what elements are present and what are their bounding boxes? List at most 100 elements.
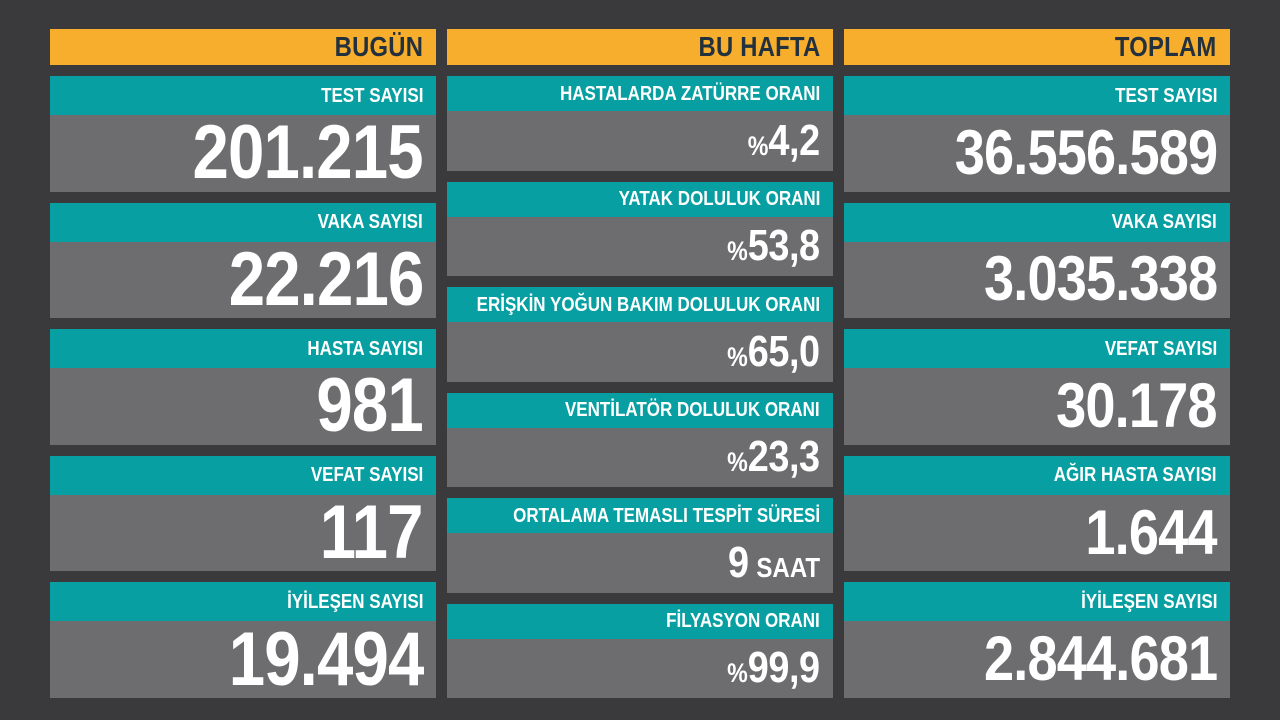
stat-value: 3.035.338 (983, 244, 1218, 315)
card-today-hasta-sayisi: HASTA SAYISI 981 (50, 329, 436, 445)
stat-value-panel: % 99,9 (447, 638, 833, 698)
stat-value: 201.215 (192, 110, 424, 196)
stat-value: % 99,9 (727, 646, 820, 690)
stat-value-panel: 9 SAAT (447, 533, 833, 593)
card-total-agir-hasta-sayisi: AĞIR HASTA SAYISI 1.644 (844, 455, 1230, 572)
stat-label: FİLYASYON ORANI (666, 610, 820, 632)
percent-sign: % (727, 236, 749, 267)
percent-sign: % (727, 447, 749, 478)
stat-value-panel: 22.216 (50, 236, 436, 322)
card-total-test-sayisi: TEST SAYISI 36.556.589 (844, 76, 1230, 192)
stat-label: ORTALAMA TEMASLI TESPİT SÜRESİ (513, 504, 820, 527)
stat-label-bar: HASTALARDA ZATÜRRE ORANI (447, 76, 833, 111)
total-header-bar: TOPLAM (844, 29, 1230, 65)
stat-value: 981 (316, 363, 424, 449)
stat-value: 9 SAAT (727, 537, 820, 587)
stat-value: 19.494 (228, 616, 424, 702)
today-header-title: BUGÜN (334, 31, 423, 62)
stat-label: VEFAT SAYISI (310, 464, 423, 487)
stat-value-panel: 201.215 (50, 115, 436, 192)
stat-label-bar: VAKA SAYISI (844, 202, 1230, 242)
stat-label-bar: VAKA SAYISI (50, 202, 436, 242)
stat-label: VAKA SAYISI (1111, 211, 1217, 234)
stat-value: 117 (320, 490, 424, 576)
stat-label-bar: FİLYASYON ORANI (447, 603, 833, 639)
card-week-temasli-tespit-suresi: ORTALAMA TEMASLI TESPİT SÜRESİ 9 SAAT (447, 498, 833, 593)
stat-label: YATAK DOLULUK ORANI (618, 188, 820, 210)
card-total-vaka-sayisi: VAKA SAYISI 3.035.338 (844, 202, 1230, 319)
stat-label-bar: TEST SAYISI (844, 76, 1230, 115)
stat-value-number: 4,2 (768, 115, 821, 165)
stat-value-number: 53,8 (748, 221, 820, 271)
card-today-vaka-sayisi: VAKA SAYISI 22.216 (50, 202, 436, 322)
stat-label: TEST SAYISI (1114, 84, 1217, 107)
stat-label-bar: TEST SAYISI (50, 76, 436, 115)
stat-value-number: 65,0 (748, 326, 820, 376)
stat-label-bar: AĞIR HASTA SAYISI (844, 455, 1230, 495)
percent-sign: % (727, 658, 749, 689)
stat-value: 30.178 (1056, 370, 1217, 441)
stat-value-panel: 36.556.589 (844, 115, 1230, 192)
stat-value: 22.216 (228, 236, 424, 322)
column-today: BUGÜN TEST SAYISI 201.215 VAKA SAYISI 22… (50, 29, 436, 698)
percent-sign: % (748, 130, 769, 161)
stat-value: % 23,3 (727, 435, 820, 479)
stat-value-panel: 30.178 (844, 368, 1230, 445)
card-week-yatak-doluluk: YATAK DOLULUK ORANI % 53,8 (447, 181, 833, 276)
stat-label: HASTALARDA ZATÜRRE ORANI (559, 82, 820, 105)
stat-value-number: 99,9 (748, 643, 820, 693)
stat-label: VEFAT SAYISI (1104, 337, 1217, 360)
column-this-week: BU HAFTA HASTALARDA ZATÜRRE ORANI % 4,2 … (447, 29, 833, 698)
stat-label-bar: VEFAT SAYISI (50, 455, 436, 495)
stat-label: İYİLEŞEN SAYISI (1080, 590, 1217, 613)
stat-value: 2.844.681 (983, 624, 1218, 695)
total-header-title: TOPLAM (1115, 31, 1217, 62)
stat-value-panel: % 65,0 (447, 322, 833, 382)
percent-sign: % (727, 341, 749, 372)
card-week-filyasyon-orani: FİLYASYON ORANI % 99,9 (447, 603, 833, 698)
stat-label-bar: YATAK DOLULUK ORANI (447, 181, 833, 217)
stat-value-number: 23,3 (748, 432, 820, 482)
stat-label: HASTA SAYISI (307, 337, 423, 360)
stat-label: ERİŞKİN YOĞUN BAKIM DOLULUK ORANI (476, 293, 820, 316)
card-total-iyilesen-sayisi: İYİLEŞEN SAYISI 2.844.681 (844, 582, 1230, 698)
stat-label: TEST SAYISI (320, 84, 423, 107)
card-total-vefat-sayisi: VEFAT SAYISI 30.178 (844, 329, 1230, 445)
column-total: TOPLAM TEST SAYISI 36.556.589 VAKA SAYIS… (844, 29, 1230, 698)
this-week-header-bar: BU HAFTA (447, 29, 833, 65)
stat-label-bar: İYİLEŞEN SAYISI (50, 582, 436, 622)
stat-label: VAKA SAYISI (317, 211, 423, 234)
stat-value: % 4,2 (748, 115, 821, 165)
card-week-zaturre-orani: HASTALARDA ZATÜRRE ORANI % 4,2 (447, 76, 833, 171)
stat-label: VENTİLATÖR DOLULUK ORANI (565, 399, 820, 421)
card-today-iyilesen-sayisi: İYİLEŞEN SAYISI 19.494 (50, 582, 436, 698)
stat-value: 1.644 (1085, 497, 1218, 568)
stat-value-panel: 2.844.681 (844, 621, 1230, 698)
stat-label-bar: VEFAT SAYISI (844, 329, 1230, 369)
stat-value-panel: 1.644 (844, 494, 1230, 572)
card-today-test-sayisi: TEST SAYISI 201.215 (50, 76, 436, 192)
card-week-yogun-bakim-doluluk: ERİŞKİN YOĞUN BAKIM DOLULUK ORANI % 65,0 (447, 287, 833, 382)
stat-value-unit: SAAT (756, 551, 820, 583)
stat-label-bar: İYİLEŞEN SAYISI (844, 582, 1230, 622)
this-week-header-title: BU HAFTA (698, 31, 820, 62)
today-header-bar: BUGÜN (50, 29, 436, 65)
stat-value: % 53,8 (727, 224, 820, 268)
stat-value-number: 9 (727, 537, 749, 587)
stat-value: % 65,0 (727, 326, 820, 376)
stat-value-panel: % 53,8 (447, 216, 833, 276)
stat-value-panel: 3.035.338 (844, 241, 1230, 319)
stats-board: BUGÜN TEST SAYISI 201.215 VAKA SAYISI 22… (50, 29, 1230, 698)
stat-label-bar: ERİŞKİN YOĞUN BAKIM DOLULUK ORANI (447, 287, 833, 322)
stat-label-bar: ORTALAMA TEMASLI TESPİT SÜRESİ (447, 498, 833, 533)
card-week-ventilator-doluluk: VENTİLATÖR DOLULUK ORANI % 23,3 (447, 392, 833, 487)
stat-value-panel: 19.494 (50, 621, 436, 698)
stat-label: AĞIR HASTA SAYISI (1054, 464, 1217, 487)
stat-value-panel: % 23,3 (447, 427, 833, 487)
stat-label: İYİLEŞEN SAYISI (286, 590, 423, 613)
stat-value-panel: 981 (50, 368, 436, 445)
stat-label-bar: VENTİLATÖR DOLULUK ORANI (447, 392, 833, 428)
stat-value: 36.556.589 (954, 117, 1217, 188)
stat-value-panel: % 4,2 (447, 111, 833, 171)
stat-label-bar: HASTA SAYISI (50, 329, 436, 369)
